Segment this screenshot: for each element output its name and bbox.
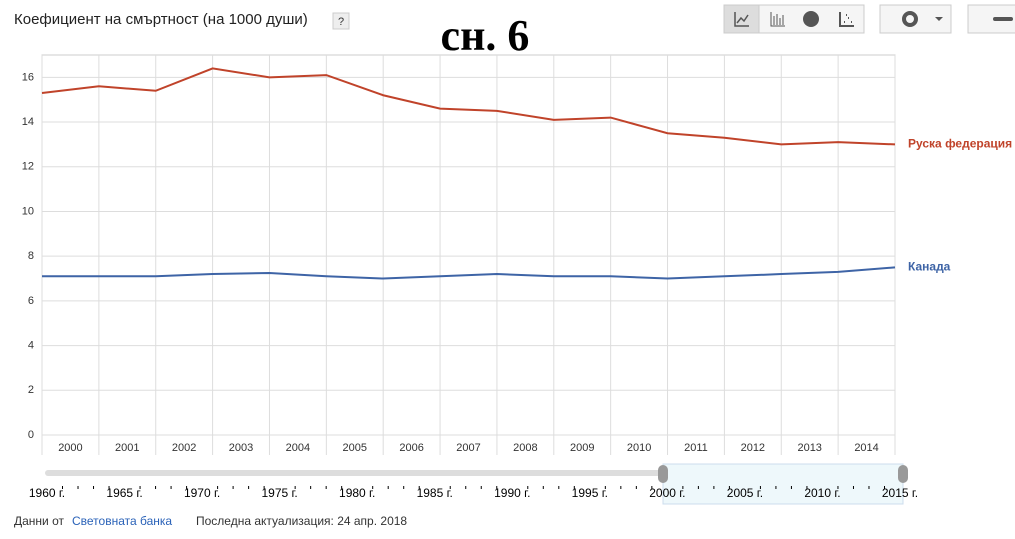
timeline-label: 1970 г. xyxy=(184,486,220,500)
timeline-selection[interactable] xyxy=(662,463,904,505)
toolbar xyxy=(723,4,1015,34)
timeline-label: 2000 г. xyxy=(649,486,685,500)
x-tick-label: 2012 xyxy=(741,442,765,454)
x-tick-label: 2002 xyxy=(172,442,196,454)
x-tick-label: 2005 xyxy=(343,442,367,454)
map-icon xyxy=(803,11,819,27)
line-icon xyxy=(734,12,749,27)
series-label: Канада xyxy=(908,260,951,274)
x-tick-label: 2004 xyxy=(286,442,310,454)
x-tick-label: 2007 xyxy=(456,442,480,454)
dropdown-icon xyxy=(935,17,943,21)
timeline-handle[interactable] xyxy=(898,465,908,483)
x-tick-label: 2013 xyxy=(797,442,821,454)
plot-area xyxy=(41,54,896,436)
updated: Последна актуализация: 24 апр. 2018 xyxy=(196,514,407,528)
x-tick-label: 2011 xyxy=(684,442,708,454)
timeline-label: 1980 г. xyxy=(339,486,375,500)
timeline-label: 2015 г. xyxy=(882,486,918,500)
timeline-label: 1995 г. xyxy=(572,486,608,500)
y-tick-label: 0 xyxy=(28,429,34,441)
help[interactable]: ? xyxy=(338,16,344,28)
timeline-label: 1975 г. xyxy=(261,486,297,500)
series-line xyxy=(42,266,896,280)
timeline-label: 2010 г. xyxy=(804,486,840,500)
y-tick-label: 8 xyxy=(28,250,34,262)
timeline-label: 1965 г. xyxy=(106,486,142,500)
scatter-icon xyxy=(839,12,854,27)
annotation: сн. 6 xyxy=(441,11,530,60)
y-tick-label: 12 xyxy=(22,161,34,173)
x-tick-label: 2014 xyxy=(854,442,878,454)
x-tick-label: 2009 xyxy=(570,442,594,454)
chart-title: Коефициент на смъртност (на 1000 души) xyxy=(14,11,308,28)
y-tick-label: 10 xyxy=(22,205,34,217)
x-tick-label: 2006 xyxy=(399,442,423,454)
y-tick-label: 4 xyxy=(28,339,34,351)
series-line xyxy=(41,67,896,146)
x-tick-label: 2008 xyxy=(513,442,537,454)
y-tick-label: 14 xyxy=(22,116,34,128)
footer-prefix: Данни от xyxy=(14,514,65,528)
x-tick-label: 2003 xyxy=(229,442,253,454)
x-tick-label: 2000 xyxy=(58,442,82,454)
y-tick-label: 6 xyxy=(28,295,34,307)
y-tick-label: 2 xyxy=(28,384,34,396)
timeline-label: 1990 г. xyxy=(494,486,530,500)
y-tick-label: 16 xyxy=(22,71,34,83)
series-label: Руска федерация xyxy=(908,137,1012,151)
bar-icon xyxy=(770,12,785,27)
help-box[interactable] xyxy=(332,12,350,30)
timeline-handle[interactable] xyxy=(658,465,668,483)
x-tick-label: 2001 xyxy=(115,442,139,454)
timeline-label: 2005 г. xyxy=(727,486,763,500)
source-link[interactable]: Световната банка xyxy=(72,514,172,528)
timeline-label: 1960 г. xyxy=(29,486,65,500)
timeline-label: 1985 г. xyxy=(417,486,453,500)
x-tick-label: 2010 xyxy=(627,442,651,454)
gear-icon xyxy=(902,11,918,27)
